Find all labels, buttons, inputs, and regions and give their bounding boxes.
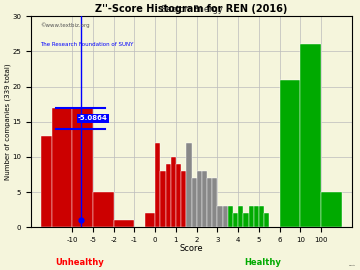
- Bar: [207, 178, 212, 227]
- Bar: [197, 171, 202, 227]
- Text: The Research Foundation of SUNY: The Research Foundation of SUNY: [40, 42, 134, 47]
- Text: Healthy: Healthy: [244, 258, 281, 266]
- Bar: [228, 206, 233, 227]
- Bar: [166, 164, 171, 227]
- Bar: [321, 192, 342, 227]
- Bar: [41, 136, 51, 227]
- Bar: [202, 171, 207, 227]
- Bar: [93, 192, 114, 227]
- Text: -5.0864: -5.0864: [78, 115, 108, 121]
- Bar: [238, 206, 243, 227]
- Bar: [176, 164, 181, 227]
- Bar: [114, 220, 135, 227]
- Bar: [264, 213, 269, 227]
- Bar: [155, 143, 161, 227]
- Bar: [280, 80, 300, 227]
- Bar: [254, 206, 259, 227]
- Text: Unhealthy: Unhealthy: [349, 265, 356, 266]
- Y-axis label: Number of companies (339 total): Number of companies (339 total): [4, 63, 11, 180]
- Bar: [161, 171, 166, 227]
- Text: Sector: Energy: Sector: Energy: [161, 5, 222, 14]
- Text: Unhealthy: Unhealthy: [55, 258, 104, 266]
- Bar: [192, 178, 197, 227]
- Bar: [51, 108, 72, 227]
- Bar: [186, 143, 192, 227]
- Bar: [243, 213, 248, 227]
- Bar: [222, 206, 228, 227]
- Text: ©www.textbiz.org: ©www.textbiz.org: [40, 23, 90, 28]
- X-axis label: Score: Score: [180, 244, 203, 253]
- Title: Z''-Score Histogram for REN (2016): Z''-Score Histogram for REN (2016): [95, 4, 288, 14]
- Bar: [181, 171, 186, 227]
- Bar: [212, 178, 217, 227]
- Bar: [300, 45, 321, 227]
- Bar: [259, 206, 264, 227]
- Bar: [248, 206, 254, 227]
- Bar: [233, 213, 238, 227]
- Bar: [171, 157, 176, 227]
- Bar: [145, 213, 155, 227]
- Bar: [72, 108, 93, 227]
- Bar: [217, 206, 222, 227]
